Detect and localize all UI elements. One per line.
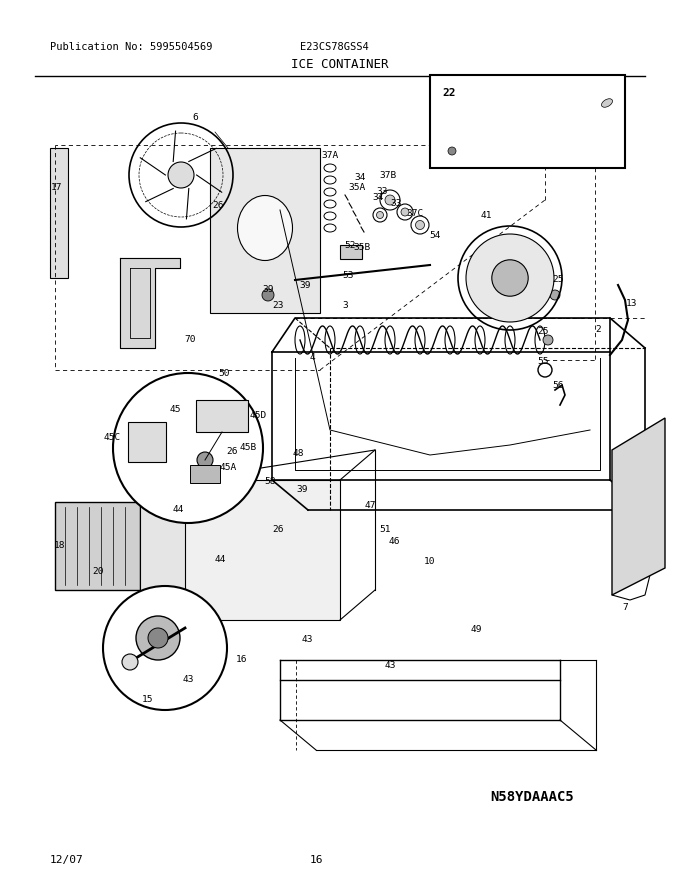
Text: 35A: 35A: [348, 184, 366, 193]
Text: 43: 43: [384, 662, 396, 671]
Text: 16: 16: [310, 855, 324, 865]
Text: 44: 44: [214, 555, 226, 564]
Text: 23: 23: [272, 302, 284, 311]
Ellipse shape: [237, 195, 292, 260]
Bar: [210, 148, 320, 313]
Circle shape: [262, 289, 274, 301]
Text: 43: 43: [182, 676, 194, 685]
Text: 47: 47: [364, 502, 376, 510]
Circle shape: [543, 335, 553, 345]
Polygon shape: [120, 258, 180, 348]
Circle shape: [113, 373, 263, 523]
Circle shape: [448, 147, 456, 155]
Circle shape: [103, 586, 227, 710]
Text: 16: 16: [236, 656, 248, 664]
Bar: [128, 422, 166, 462]
Text: 26: 26: [212, 201, 224, 209]
Text: 6: 6: [192, 114, 198, 122]
Circle shape: [122, 654, 138, 670]
Circle shape: [401, 208, 409, 216]
Bar: [196, 400, 248, 432]
Bar: [185, 480, 340, 620]
Text: 45B: 45B: [239, 444, 256, 452]
Circle shape: [197, 452, 213, 468]
Text: 22: 22: [442, 88, 456, 98]
Text: 34: 34: [354, 173, 366, 182]
Circle shape: [136, 616, 180, 660]
Bar: [430, 75, 625, 168]
Text: 51: 51: [379, 525, 391, 534]
Circle shape: [492, 260, 528, 297]
Circle shape: [550, 290, 560, 300]
Text: 54: 54: [429, 231, 441, 239]
Text: 50: 50: [218, 370, 230, 378]
Text: 34: 34: [372, 194, 384, 202]
Text: 70: 70: [184, 335, 196, 344]
Text: 39: 39: [296, 486, 308, 495]
Text: 45A: 45A: [220, 464, 237, 473]
Text: 33: 33: [390, 200, 402, 209]
Circle shape: [377, 211, 384, 218]
Text: 25: 25: [537, 327, 549, 336]
Text: 45C: 45C: [103, 434, 120, 443]
Bar: [340, 245, 362, 259]
Circle shape: [148, 628, 168, 648]
Text: 4: 4: [309, 354, 315, 363]
Text: 25: 25: [552, 275, 564, 284]
Text: 12/07: 12/07: [50, 855, 84, 865]
Bar: [55, 502, 140, 590]
Text: 52: 52: [344, 240, 356, 250]
Text: 7: 7: [622, 604, 628, 612]
Text: 20: 20: [92, 568, 104, 576]
Text: Publication No: 5995504569: Publication No: 5995504569: [50, 42, 212, 52]
Text: 18: 18: [54, 541, 66, 551]
Text: 56: 56: [552, 380, 564, 390]
Ellipse shape: [602, 99, 613, 107]
Text: 10: 10: [424, 558, 436, 567]
Polygon shape: [612, 418, 665, 595]
Bar: [50, 148, 68, 278]
Text: 44: 44: [172, 505, 184, 515]
Text: 26: 26: [226, 448, 238, 457]
Text: 37B: 37B: [379, 171, 396, 180]
Circle shape: [466, 234, 554, 322]
Text: 39: 39: [299, 281, 311, 290]
Text: E23CS78GSS4: E23CS78GSS4: [300, 42, 369, 52]
Bar: [190, 465, 220, 483]
Text: 37C: 37C: [407, 209, 424, 217]
Text: 15: 15: [142, 695, 154, 705]
Bar: [140, 500, 190, 592]
Text: 2: 2: [595, 326, 601, 334]
Text: 39: 39: [262, 285, 274, 295]
Text: 48: 48: [292, 450, 304, 458]
Text: 45: 45: [169, 406, 181, 414]
Text: 35B: 35B: [354, 244, 371, 253]
Text: N58YDAAAC5: N58YDAAAC5: [490, 790, 574, 804]
Text: 53: 53: [342, 270, 354, 280]
Text: 17: 17: [51, 184, 63, 193]
Text: 55: 55: [537, 357, 549, 366]
Text: 13: 13: [626, 299, 638, 309]
Text: 49: 49: [471, 626, 481, 634]
Text: ICE CONTAINER: ICE CONTAINER: [291, 58, 389, 71]
Text: 37A: 37A: [322, 150, 339, 159]
Text: 33: 33: [376, 187, 388, 196]
Text: 43: 43: [301, 635, 313, 644]
Text: 26: 26: [272, 525, 284, 534]
Text: 41: 41: [480, 210, 492, 219]
Circle shape: [415, 221, 424, 230]
Text: 58: 58: [265, 478, 276, 487]
Text: 45D: 45D: [250, 410, 267, 420]
Text: 3: 3: [342, 300, 348, 310]
Circle shape: [168, 162, 194, 188]
Circle shape: [385, 195, 395, 205]
Text: 46: 46: [388, 538, 400, 546]
